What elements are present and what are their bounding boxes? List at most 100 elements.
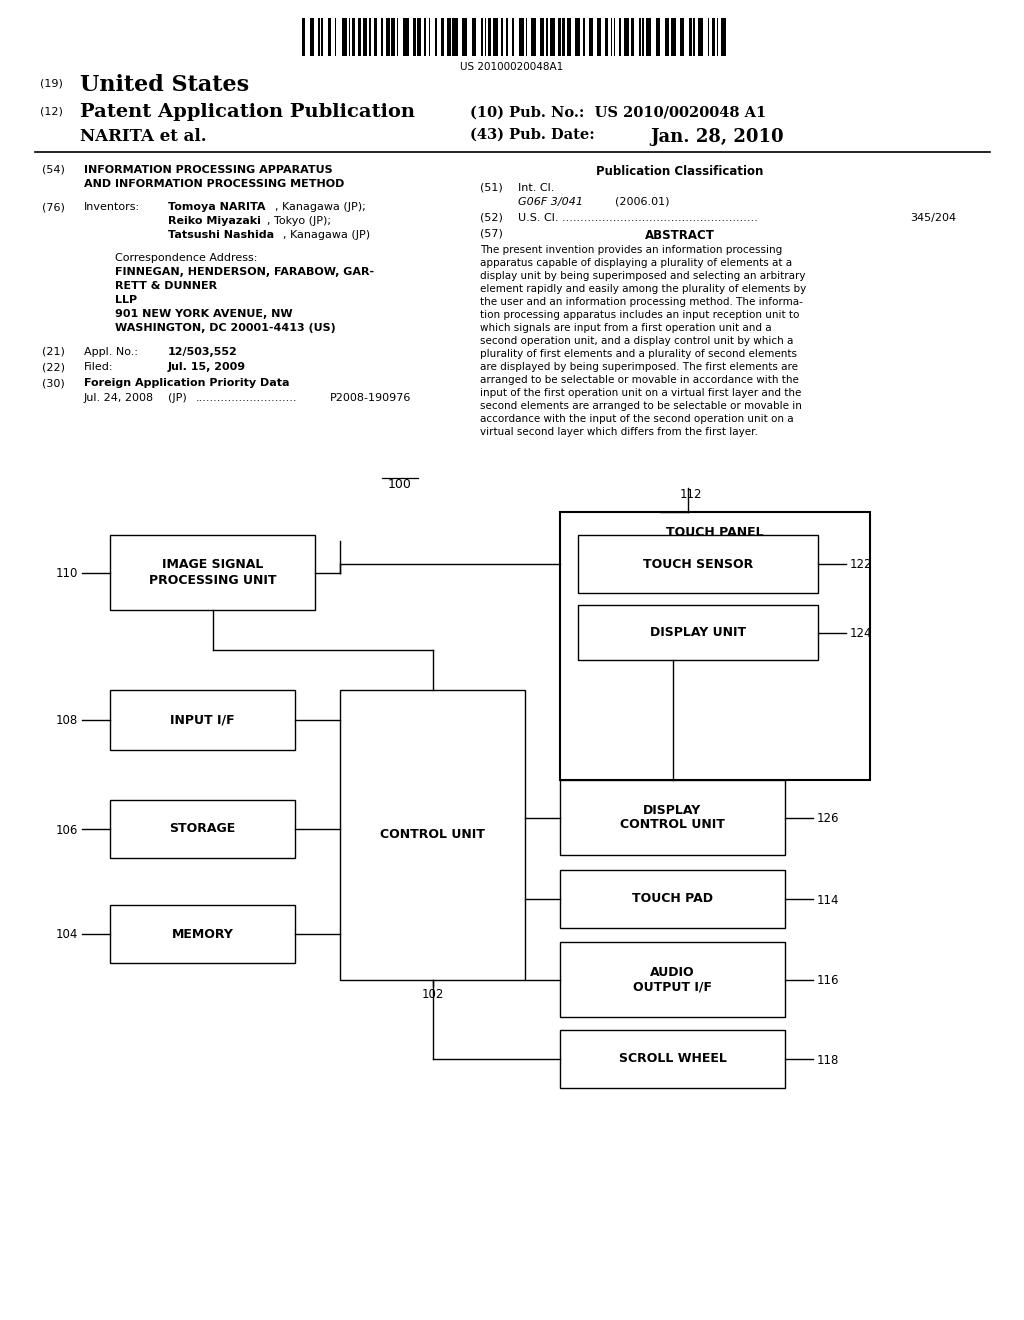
Text: NARITA et al.: NARITA et al. [80, 128, 207, 145]
Text: DISPLAY
CONTROL UNIT: DISPLAY CONTROL UNIT [621, 804, 725, 832]
Bar [453, 18, 458, 55]
Text: element rapidly and easily among the plurality of elements by: element rapidly and easily among the plu… [480, 284, 806, 294]
Text: (10) Pub. No.:  US 2010/0020048 A1: (10) Pub. No.: US 2010/0020048 A1 [470, 106, 766, 120]
Bar [340, 690, 525, 979]
Text: Jul. 24, 2008: Jul. 24, 2008 [84, 393, 155, 403]
Text: Tomoya NARITA: Tomoya NARITA [168, 202, 265, 213]
Text: the user and an information processing method. The informa-: the user and an information processing m… [480, 297, 803, 308]
Text: 12/503,552: 12/503,552 [168, 347, 238, 356]
Bar [567, 18, 571, 55]
Text: 102: 102 [421, 987, 443, 1001]
Text: input of the first operation unit on a virtual first layer and the: input of the first operation unit on a v… [480, 388, 802, 399]
Text: second operation unit, and a display control unit by which a: second operation unit, and a display con… [480, 337, 794, 346]
Bar [642, 18, 644, 55]
Text: FINNEGAN, HENDERSON, FARABOW, GAR-: FINNEGAN, HENDERSON, FARABOW, GAR- [115, 267, 374, 277]
Text: display unit by being superimposed and selecting an arbitrary: display unit by being superimposed and s… [480, 271, 806, 281]
Bar [110, 906, 295, 964]
Bar [689, 18, 692, 55]
Bar [717, 18, 719, 55]
Text: (57): (57) [480, 228, 503, 239]
Bar [381, 18, 383, 55]
Text: RETT & DUNNER: RETT & DUNNER [115, 281, 217, 290]
Bar [429, 18, 430, 55]
Text: virtual second layer which differs from the first layer.: virtual second layer which differs from … [480, 426, 758, 437]
Bar [414, 18, 416, 55]
Bar [712, 18, 715, 55]
Text: P2008-190976: P2008-190976 [330, 393, 412, 403]
Text: Jul. 15, 2009: Jul. 15, 2009 [168, 362, 246, 372]
Bar [560, 870, 785, 928]
Bar [680, 18, 684, 55]
Bar [403, 18, 409, 55]
Bar [597, 18, 601, 55]
Bar [693, 18, 695, 55]
Text: TOUCH SENSOR: TOUCH SENSOR [643, 557, 753, 570]
Text: 104: 104 [55, 928, 78, 941]
Text: Filed:: Filed: [84, 362, 114, 372]
Text: STORAGE: STORAGE [169, 822, 236, 836]
Bar [424, 18, 426, 55]
Text: plurality of first elements and a plurality of second elements: plurality of first elements and a plural… [480, 348, 797, 359]
Text: The present invention provides an information processing: The present invention provides an inform… [480, 246, 782, 255]
Text: are displayed by being superimposed. The first elements are: are displayed by being superimposed. The… [480, 362, 798, 372]
Bar [575, 18, 581, 55]
Text: DISPLAY UNIT: DISPLAY UNIT [650, 626, 746, 639]
Bar [560, 780, 785, 855]
Bar [560, 512, 870, 780]
Text: , Kanagawa (JP): , Kanagawa (JP) [283, 230, 370, 240]
Bar [358, 18, 360, 55]
Text: Reiko Miyazaki: Reiko Miyazaki [168, 216, 261, 226]
Bar [656, 18, 659, 55]
Bar [322, 18, 323, 55]
Bar [396, 18, 398, 55]
Bar [494, 18, 498, 55]
Text: (12): (12) [40, 106, 62, 116]
Text: SCROLL WHEEL: SCROLL WHEEL [618, 1052, 726, 1065]
Text: Publication Classification: Publication Classification [596, 165, 764, 178]
Text: 106: 106 [55, 824, 78, 837]
Bar [348, 18, 350, 55]
Text: TOUCH PAD: TOUCH PAD [632, 892, 713, 906]
Text: ABSTRACT: ABSTRACT [645, 228, 715, 242]
Bar [721, 18, 726, 55]
Text: (54): (54) [42, 165, 65, 176]
Bar [671, 18, 676, 55]
Bar [584, 18, 585, 55]
Bar [352, 18, 354, 55]
Bar [613, 18, 614, 55]
Bar [481, 18, 482, 55]
Bar [512, 18, 514, 55]
Bar [546, 18, 548, 55]
Text: (51): (51) [480, 183, 503, 193]
Text: tion processing apparatus includes an input reception unit to: tion processing apparatus includes an in… [480, 310, 800, 319]
Bar [698, 18, 702, 55]
Bar [639, 18, 641, 55]
Bar [110, 800, 295, 858]
Text: Correspondence Address:: Correspondence Address: [115, 253, 257, 263]
Bar [484, 18, 485, 55]
Bar [472, 18, 476, 55]
Text: IMAGE SIGNAL
PROCESSING UNIT: IMAGE SIGNAL PROCESSING UNIT [148, 558, 276, 586]
Text: US 20100020048A1: US 20100020048A1 [461, 62, 563, 73]
Bar [578, 605, 818, 660]
Bar [560, 942, 785, 1016]
Text: 110: 110 [55, 568, 78, 579]
Bar [540, 18, 544, 55]
Text: TOUCH PANEL: TOUCH PANEL [667, 525, 764, 539]
Text: 345/204: 345/204 [910, 213, 956, 223]
Text: CONTROL UNIT: CONTROL UNIT [380, 829, 485, 842]
Bar [560, 1030, 785, 1088]
Text: 114: 114 [817, 894, 840, 907]
Text: 100: 100 [388, 478, 412, 491]
Text: AND INFORMATION PROCESSING METHOD: AND INFORMATION PROCESSING METHOD [84, 180, 344, 189]
Text: INPUT I/F: INPUT I/F [170, 714, 234, 726]
Text: 126: 126 [817, 812, 840, 825]
Text: AUDIO
OUTPUT I/F: AUDIO OUTPUT I/F [633, 965, 712, 994]
Bar [519, 18, 523, 55]
Bar [488, 18, 490, 55]
Bar [417, 18, 421, 55]
Text: G06F 3/041: G06F 3/041 [518, 197, 583, 207]
Text: (JP): (JP) [168, 393, 186, 403]
Text: (76): (76) [42, 202, 65, 213]
Text: Patent Application Publication: Patent Application Publication [80, 103, 415, 121]
